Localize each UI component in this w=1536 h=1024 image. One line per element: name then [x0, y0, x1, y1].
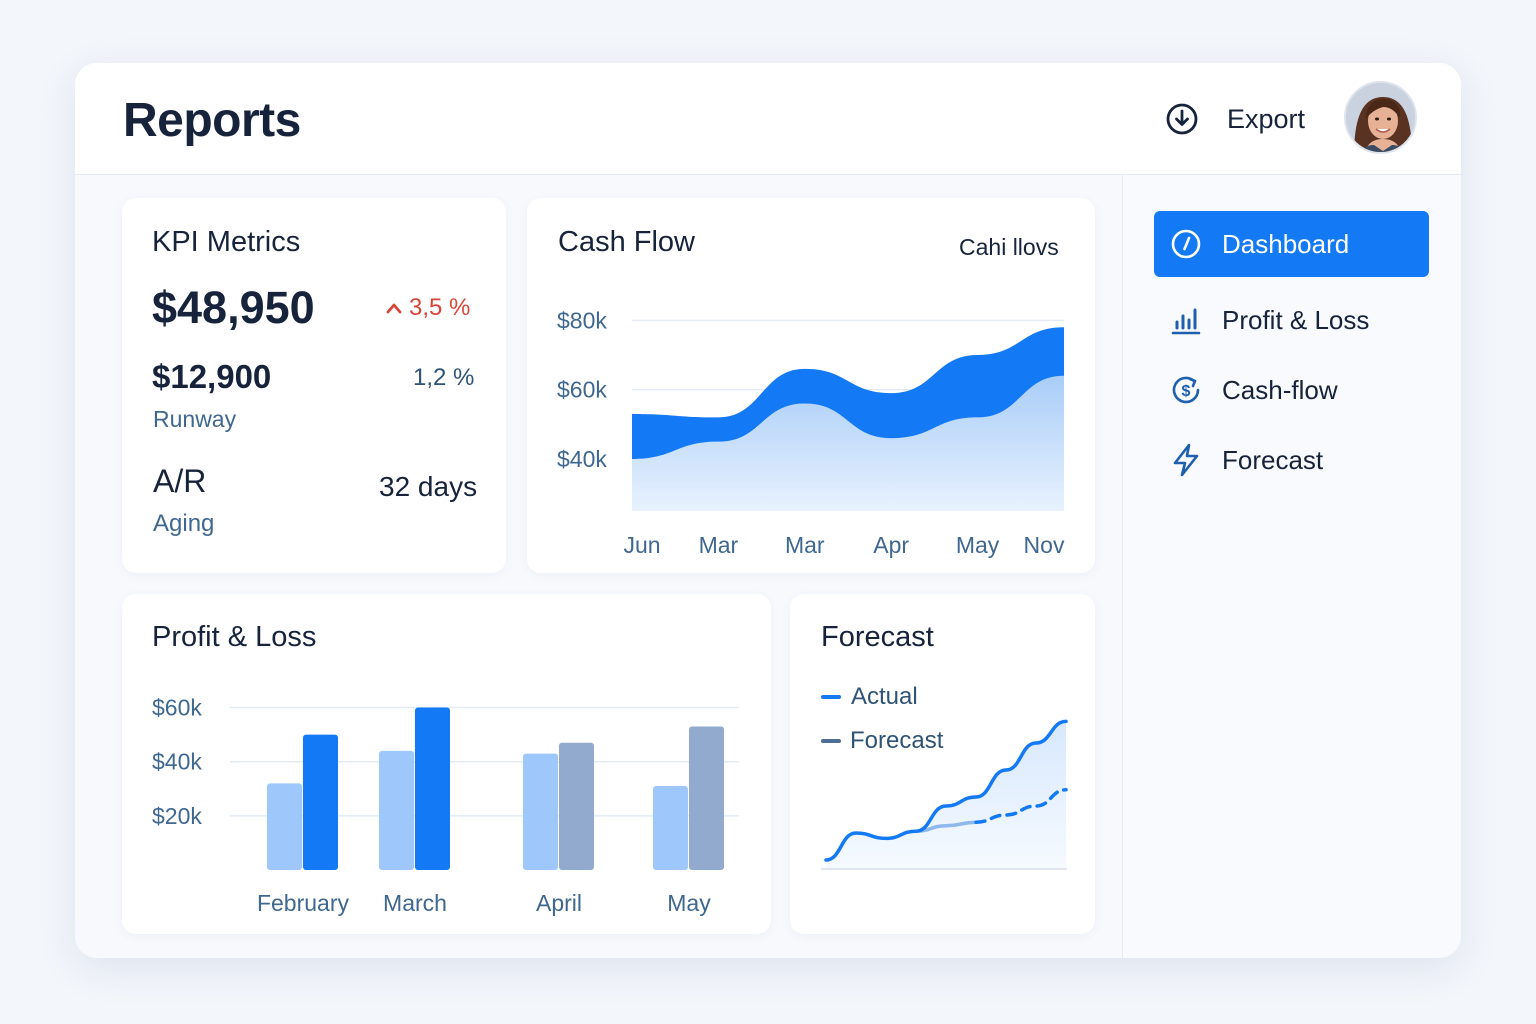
kpi-secondary-change: 1,2 % — [413, 364, 475, 391]
bar — [415, 707, 450, 870]
export-label: Export — [1227, 103, 1306, 134]
kpi-title: KPI Metrics — [152, 226, 301, 258]
sidebar-item-label: Forecast — [1222, 444, 1324, 475]
sidebar-item-dashboard[interactable]: Dashboard — [1154, 211, 1429, 277]
legend-forecast-swatch — [821, 739, 841, 743]
bar — [653, 786, 688, 870]
forecast-area — [826, 721, 1066, 869]
bar — [559, 742, 594, 870]
profit-loss-title: Profit & Loss — [152, 621, 317, 653]
kpi-runway-label: Runway — [153, 406, 237, 432]
area-band — [632, 327, 1064, 459]
y-tick-label: $40k — [152, 749, 202, 775]
x-tick-label: Nov — [1024, 532, 1065, 558]
y-tick-label: $20k — [152, 803, 202, 829]
sidebar-item-label: Cash-flow — [1222, 374, 1338, 405]
dollar-cycle-icon: $ — [1168, 372, 1204, 408]
x-tick-label: Apr — [873, 532, 909, 558]
cash-flow-title: Cash Flow — [558, 226, 695, 258]
bar — [267, 783, 302, 870]
page-title: Reports — [123, 94, 301, 147]
bar — [523, 753, 558, 870]
main-content: KPI Metrics $48,950 3,5 % $12,900 1,2 % … — [75, 175, 1122, 958]
area-fill — [632, 375, 1064, 511]
sidebar-item-label: Dashboard — [1222, 228, 1350, 259]
actual-line — [824, 719, 1068, 862]
y-tick-label: $40k — [557, 446, 607, 472]
cash-flow-chart: $80k $60k $40k Jun Mar Mar Apr May Nov — [557, 307, 1065, 558]
export-button[interactable]: Export — [1165, 99, 1305, 139]
kpi-primary-change-value: 3,5 % — [409, 294, 471, 321]
bar-chart-icon — [1168, 302, 1204, 338]
avatar-image — [1346, 83, 1415, 152]
forecast-title: Forecast — [821, 621, 934, 653]
sidebar: Dashboard Profit & Loss $ Cash-flow — [1122, 175, 1461, 958]
download-icon — [1166, 103, 1198, 135]
lightning-icon — [1168, 442, 1204, 478]
legend-actual: Actual — [821, 683, 918, 711]
forecast-card: Forecast Actual Forecast — [790, 594, 1095, 934]
kpi-ar-value: 32 days — [379, 471, 478, 502]
sidebar-item-forecast[interactable]: Forecast — [1154, 427, 1429, 493]
sidebar-item-profit-loss[interactable]: Profit & Loss — [1154, 287, 1429, 353]
kpi-secondary-value: $12,900 — [152, 358, 272, 395]
svg-text:$: $ — [1182, 383, 1191, 400]
forecast-dashed-line — [974, 788, 1068, 824]
arrow-up-icon — [386, 303, 402, 314]
x-tick-label: May — [956, 532, 1000, 558]
sidebar-item-cash-flow[interactable]: $ Cash-flow — [1154, 357, 1429, 423]
cash-flow-legend: Cahi llovs — [959, 234, 1059, 260]
cash-flow-card: Cash Flow Cahi llovs $80k $60k $40k Jun Mar M… — [527, 198, 1095, 573]
x-tick-label: May — [667, 890, 711, 916]
bar — [303, 734, 338, 870]
reports-window: Reports Export KPI M — [75, 63, 1461, 958]
compass-icon — [1168, 226, 1204, 262]
forecast-line — [914, 820, 978, 833]
kpi-primary-value: $48,950 — [152, 282, 315, 333]
kpi-card: KPI Metrics $48,950 3,5 % $12,900 1,2 % … — [122, 198, 506, 573]
profit-loss-card: Profit & Loss $60k $40k $20k February March A… — [122, 594, 771, 934]
x-tick-label: Mar — [785, 532, 825, 558]
x-tick-label: April — [536, 890, 582, 916]
legend-forecast: Forecast — [821, 727, 943, 755]
x-tick-label: March — [383, 890, 447, 916]
profit-loss-chart: $60k $40k $20k February March April May — [152, 695, 739, 916]
legend-actual-label: Actual — [851, 683, 918, 710]
kpi-primary-change: 3,5 % — [385, 294, 470, 322]
kpi-aging-label: Aging — [153, 510, 215, 537]
x-tick-label: February — [257, 890, 350, 916]
forecast-chart — [821, 719, 1068, 870]
y-tick-label: $60k — [152, 695, 202, 721]
kpi-ar-label: A/R — [153, 463, 207, 499]
y-tick-label: $60k — [557, 377, 607, 403]
legend-actual-swatch — [821, 695, 841, 699]
sidebar-item-label: Profit & Loss — [1222, 304, 1370, 335]
legend-forecast-label: Forecast — [850, 727, 944, 754]
avatar[interactable] — [1344, 81, 1417, 154]
x-tick-label: Mar — [699, 532, 739, 558]
y-tick-label: $80k — [557, 307, 607, 333]
bar — [689, 726, 724, 870]
bar — [379, 750, 414, 870]
header: Reports Export — [75, 63, 1461, 175]
x-tick-label: Jun — [623, 532, 660, 558]
